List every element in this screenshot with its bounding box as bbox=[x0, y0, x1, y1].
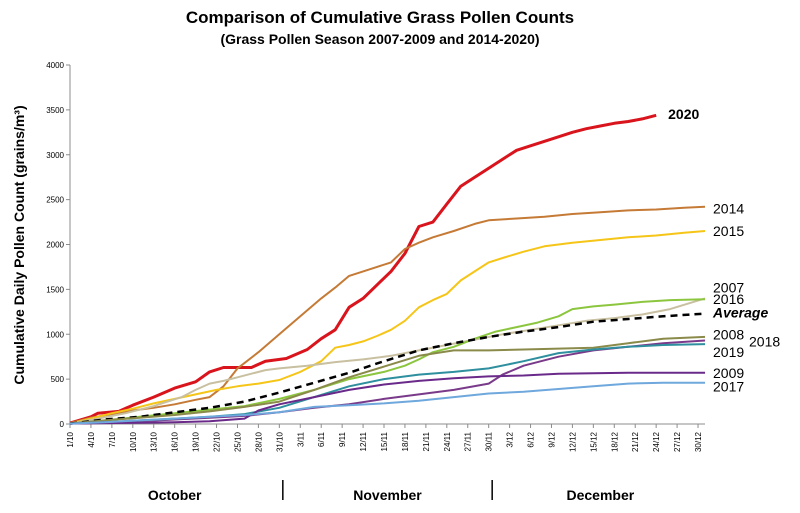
chart-title: Comparison of Cumulative Grass Pollen Co… bbox=[185, 8, 575, 27]
series-label-2009: 2009 bbox=[713, 365, 744, 381]
series-line-average bbox=[69, 312, 706, 425]
y-tick-label: 0 bbox=[60, 420, 65, 429]
x-tick-label: 1/10 bbox=[66, 431, 75, 447]
y-tick-label: 500 bbox=[51, 375, 65, 384]
x-tick-label: 18/12 bbox=[610, 431, 619, 452]
series-line-2009 bbox=[69, 371, 705, 425]
series-label-2019: 2019 bbox=[713, 344, 744, 360]
series-label-2014: 2014 bbox=[713, 201, 744, 217]
y-axis-label: Cumulative Daily Pollen Count (grains/m³… bbox=[11, 105, 27, 384]
x-tick-label: 9/12 bbox=[547, 431, 556, 447]
y-tick-label: 3000 bbox=[46, 151, 64, 160]
x-tick-label: 4/10 bbox=[87, 431, 96, 447]
month-label: November bbox=[353, 487, 422, 503]
series-label-2020: 2020 bbox=[668, 106, 699, 122]
x-tick-label: 21/12 bbox=[631, 431, 640, 452]
x-tick-label: 27/12 bbox=[673, 431, 682, 452]
x-tick-label: 12/11 bbox=[359, 431, 368, 451]
chart-subtitle: (Grass Pollen Season 2007-2009 and 2014-… bbox=[220, 31, 540, 47]
series-line-2014 bbox=[69, 205, 706, 425]
x-tick-label: 6/11 bbox=[317, 431, 326, 447]
x-tick-label: 15/12 bbox=[589, 431, 598, 452]
month-label: December bbox=[566, 487, 634, 503]
x-tick-label: 27/11 bbox=[464, 431, 473, 451]
series-label-2017: 2017 bbox=[713, 378, 744, 394]
series-label-2018: 2018 bbox=[749, 333, 780, 349]
series-line-2020 bbox=[69, 113, 657, 425]
y-tick-label: 4000 bbox=[46, 61, 64, 70]
x-tick-label: 7/10 bbox=[108, 431, 117, 447]
x-tick-label: 3/12 bbox=[506, 431, 515, 447]
x-tick-label: 31/10 bbox=[275, 431, 284, 452]
month-label: October bbox=[148, 487, 202, 503]
series-label-2015: 2015 bbox=[713, 223, 744, 239]
x-tick-label: 24/12 bbox=[652, 431, 661, 452]
series-label-average: Average bbox=[712, 305, 768, 321]
x-tick-label: 3/11 bbox=[296, 431, 305, 447]
x-tick-label: 13/10 bbox=[150, 431, 159, 452]
x-tick-label: 30/12 bbox=[694, 431, 703, 452]
x-tick-label: 6/12 bbox=[527, 431, 536, 447]
series-label-2008: 2008 bbox=[713, 326, 744, 342]
x-tick-label: 15/11 bbox=[380, 431, 389, 451]
x-tick-label: 10/10 bbox=[129, 431, 138, 452]
x-tick-label: 16/10 bbox=[171, 431, 180, 452]
series-line-2016 bbox=[69, 298, 706, 425]
series-line-2015 bbox=[69, 230, 706, 425]
series-line-2007 bbox=[69, 297, 706, 425]
axes: 0 500 1000 1500 2000 2500 3000 3500 4000 1/10 4/10… bbox=[46, 61, 705, 503]
series-line-2008 bbox=[69, 335, 706, 425]
y-tick-label: 1500 bbox=[46, 285, 64, 294]
x-tick-label: 22/10 bbox=[213, 431, 222, 452]
x-tick-label: 9/11 bbox=[338, 431, 347, 447]
x-tick-label: 30/11 bbox=[485, 431, 494, 451]
series-line-2017 bbox=[69, 381, 705, 425]
y-tick-label: 2000 bbox=[46, 241, 64, 250]
y-tick-label: 3500 bbox=[46, 106, 64, 115]
series-label-2016: 2016 bbox=[713, 291, 744, 307]
series-lines bbox=[69, 113, 706, 425]
x-tick-label: 12/12 bbox=[568, 431, 577, 452]
x-tick-label: 28/10 bbox=[254, 431, 263, 452]
series-label-2007: 2007 bbox=[713, 280, 744, 296]
x-tick-label: 21/11 bbox=[422, 431, 431, 451]
x-tick-label: 24/11 bbox=[443, 431, 452, 451]
x-tick-label: 18/11 bbox=[401, 431, 410, 451]
y-tick-label: 1000 bbox=[46, 330, 64, 339]
x-tick-label: 19/10 bbox=[192, 431, 201, 452]
y-tick-label: 2500 bbox=[46, 196, 64, 205]
x-tick-label: 25/10 bbox=[233, 431, 242, 452]
series-line-2018 bbox=[69, 339, 706, 425]
